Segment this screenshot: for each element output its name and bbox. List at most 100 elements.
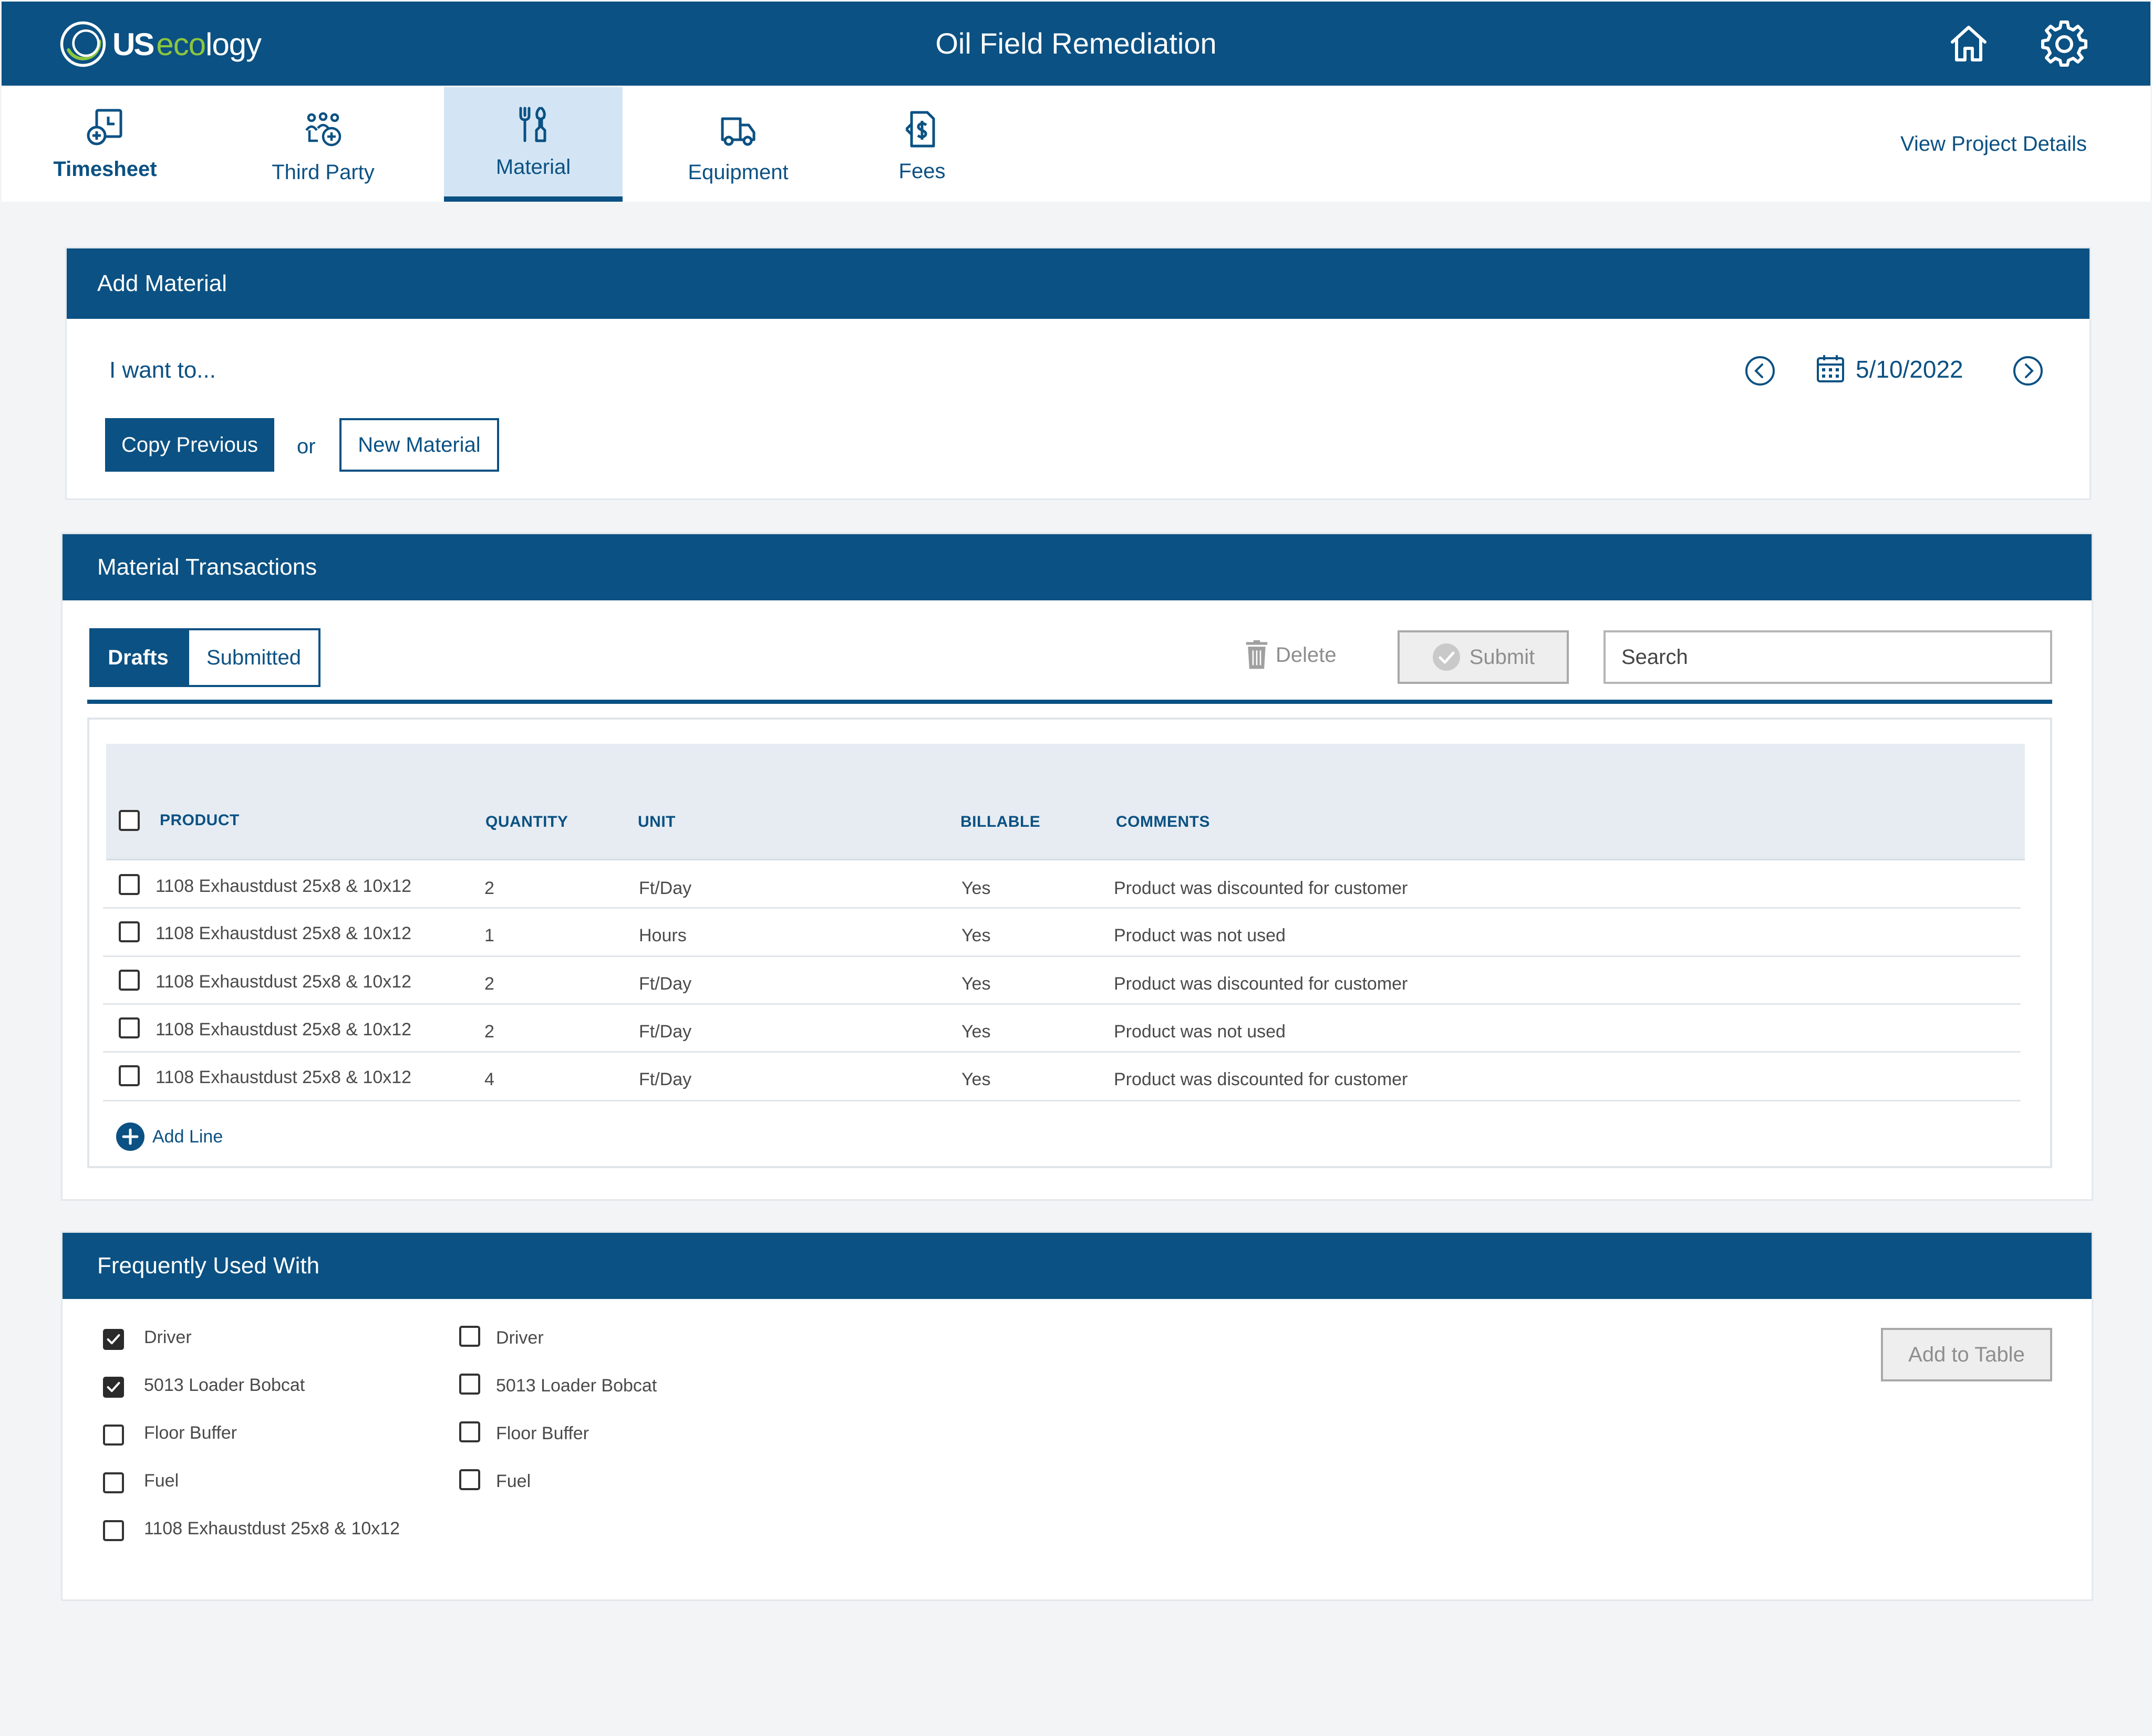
fu-checkbox-loader-bobcat-2[interactable] <box>459 1374 480 1395</box>
app-header <box>2 2 2150 86</box>
tab-bar <box>2 87 2150 202</box>
cell-billable: Yes <box>961 926 991 945</box>
new-material-button[interactable]: New Material <box>339 418 499 472</box>
chevron-right-icon <box>2013 356 2043 386</box>
checkmark-icon <box>107 1382 120 1392</box>
column-comments[interactable]: COMMENTS <box>1116 813 1210 830</box>
tab-drafts[interactable]: Drafts <box>89 628 187 687</box>
table-row[interactable]: 1108 Exhaustdust 25x8 & 10x12 1 Hours Ye… <box>103 909 2021 957</box>
cell-product: 1108 Exhaustdust 25x8 & 10x12 <box>156 972 412 992</box>
fu-label: Floor Buffer <box>144 1423 237 1443</box>
check-circle-icon <box>1432 643 1460 671</box>
cell-billable: Yes <box>961 974 991 994</box>
next-date-button[interactable] <box>2012 355 2044 389</box>
or-label: or <box>297 435 316 458</box>
row-divider <box>103 1051 2021 1053</box>
tab-equipment-label: Equipment <box>688 161 789 184</box>
tab-third-party[interactable]: Third Party <box>257 87 389 202</box>
us-ecology-logo[interactable]: US ecology <box>59 18 262 70</box>
tab-fees-label: Fees <box>898 160 946 183</box>
home-icon[interactable] <box>1945 20 1992 67</box>
add-line-button[interactable]: Add Line <box>116 1122 223 1151</box>
cell-comments: Product was discounted for customer <box>1114 878 1408 898</box>
selected-date[interactable]: 5/10/2022 <box>1856 356 1963 383</box>
cell-comments: Product was discounted for customer <box>1114 1069 1408 1089</box>
logo-ring-icon <box>60 21 106 67</box>
cell-comments: Product was discounted for customer <box>1114 974 1408 994</box>
cell-quantity: 1 <box>484 926 494 945</box>
logo-eco: eco <box>156 26 206 62</box>
tab-submitted[interactable]: Submitted <box>187 628 320 687</box>
frequently-used-title: Frequently Used With <box>63 1233 2092 1299</box>
add-to-table-button[interactable]: Add to Table <box>1881 1328 2052 1381</box>
tab-material[interactable]: Material <box>444 87 623 202</box>
fu-label: Floor Buffer <box>496 1423 589 1443</box>
material-transactions-title: Material Transactions <box>63 534 2092 600</box>
fu-label: Fuel <box>144 1471 179 1491</box>
trash-icon <box>1246 640 1268 669</box>
fu-checkbox-fuel-2[interactable] <box>459 1469 480 1490</box>
cell-product: 1108 Exhaustdust 25x8 & 10x12 <box>156 1020 412 1039</box>
column-quantity[interactable]: QUANTITY <box>485 813 568 830</box>
plus-circle-icon <box>116 1122 144 1151</box>
previous-date-button[interactable] <box>1744 355 1776 389</box>
cell-product: 1108 Exhaustdust 25x8 & 10x12 <box>156 876 412 896</box>
cell-unit: Ft/Day <box>639 878 692 898</box>
cell-unit: Hours <box>639 926 687 945</box>
table-row[interactable]: 1108 Exhaustdust 25x8 & 10x12 4 Ft/Day Y… <box>103 1053 2021 1101</box>
cell-quantity: 2 <box>484 878 494 898</box>
search-input[interactable]: Search <box>1603 630 2052 684</box>
cell-unit: Ft/Day <box>639 1022 692 1042</box>
equipment-icon <box>717 109 759 151</box>
submit-button[interactable]: Submit <box>1398 630 1569 684</box>
cell-product: 1108 Exhaustdust 25x8 & 10x12 <box>156 1067 412 1087</box>
column-unit[interactable]: UNIT <box>638 813 676 830</box>
row-divider <box>103 1003 2021 1005</box>
tab-underline <box>87 700 2052 704</box>
gear-icon[interactable] <box>2041 20 2088 67</box>
cell-unit: Ft/Day <box>639 974 692 994</box>
fu-label: Driver <box>144 1327 192 1347</box>
add-material-title: Add Material <box>67 248 2089 319</box>
app-title: Oil Field Remediation <box>935 27 1217 60</box>
select-all-checkbox[interactable] <box>119 810 140 831</box>
table-row[interactable]: 1108 Exhaustdust 25x8 & 10x12 2 Ft/Day Y… <box>103 861 2021 909</box>
delete-button[interactable]: Delete <box>1245 640 1337 670</box>
fu-checkbox-floor-buffer-2[interactable] <box>459 1421 480 1442</box>
view-project-details-link[interactable]: View Project Details <box>1900 132 2087 155</box>
column-product[interactable]: PRODUCT <box>160 812 240 829</box>
tab-fees[interactable]: Fees <box>872 87 972 202</box>
fu-checkbox-floor-buffer[interactable] <box>103 1425 124 1446</box>
row-checkbox[interactable] <box>119 921 140 942</box>
fu-label: 5013 Loader Bobcat <box>496 1376 657 1396</box>
table-row[interactable]: 1108 Exhaustdust 25x8 & 10x12 2 Ft/Day Y… <box>103 957 2021 1005</box>
table-header <box>106 744 2025 860</box>
column-billable[interactable]: BILLABLE <box>960 813 1041 830</box>
fu-label: 5013 Loader Bobcat <box>144 1375 305 1395</box>
fu-checkbox-driver-2[interactable] <box>459 1326 480 1347</box>
checkmark-icon <box>107 1334 120 1345</box>
row-checkbox[interactable] <box>119 874 140 895</box>
row-checkbox[interactable] <box>119 1065 140 1086</box>
third-party-icon <box>302 109 344 151</box>
cell-billable: Yes <box>961 1022 991 1042</box>
fu-checkbox-loader-bobcat[interactable] <box>103 1377 124 1398</box>
fu-checkbox-exhaustdust[interactable] <box>103 1520 124 1541</box>
row-divider <box>103 907 2021 909</box>
row-divider <box>103 1100 2021 1101</box>
calendar-icon[interactable] <box>1816 354 1845 386</box>
row-checkbox[interactable] <box>119 1017 140 1038</box>
table-row[interactable]: 1108 Exhaustdust 25x8 & 10x12 2 Ft/Day Y… <box>103 1005 2021 1053</box>
fu-checkbox-fuel[interactable] <box>103 1472 124 1493</box>
tab-equipment[interactable]: Equipment <box>678 87 799 202</box>
cell-quantity: 2 <box>484 974 494 994</box>
timesheet-icon <box>84 106 126 148</box>
tab-timesheet[interactable]: Timesheet <box>42 87 168 202</box>
tab-timesheet-label: Timesheet <box>53 158 157 181</box>
fu-checkbox-driver[interactable] <box>103 1329 124 1350</box>
logo-us: US <box>112 26 154 62</box>
copy-previous-button[interactable]: Copy Previous <box>105 418 274 472</box>
add-line-label: Add Line <box>152 1126 223 1147</box>
material-icon <box>512 104 554 146</box>
row-checkbox[interactable] <box>119 970 140 991</box>
